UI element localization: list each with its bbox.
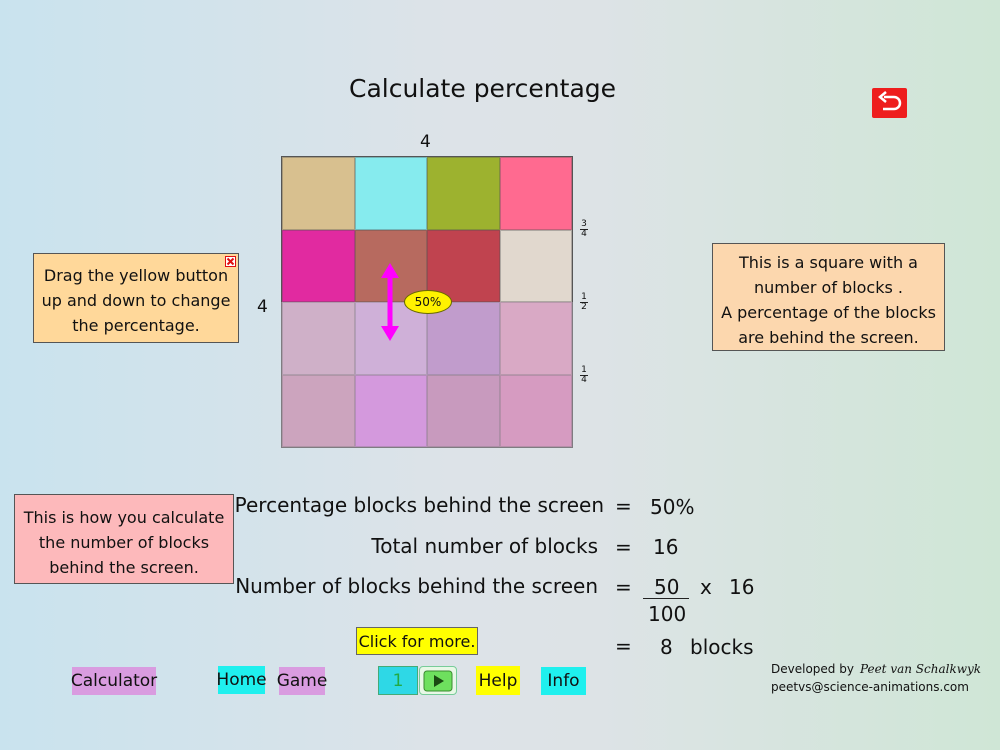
grid-block: [499, 302, 572, 375]
equals-sign: =: [615, 634, 632, 658]
fraction-numerator: 50: [654, 575, 680, 599]
grid-block: [282, 229, 355, 302]
fraction-denominator: 100: [648, 602, 687, 626]
blocks-behind-label: Number of blocks behind the screen: [235, 574, 598, 598]
multiplier-value: 16: [729, 575, 755, 599]
grid-block: [499, 374, 572, 447]
home-button[interactable]: Home: [216, 666, 267, 694]
grid-block: [282, 302, 355, 375]
fraction-bar: [643, 598, 689, 599]
equals-sign: =: [615, 575, 632, 599]
credit-line: Developed by Peet van Schalkwyk: [771, 662, 981, 676]
close-icon[interactable]: [225, 256, 236, 267]
percentage-value: 50%: [650, 495, 695, 519]
grid-block: [499, 157, 572, 230]
equals-sign: =: [615, 535, 632, 559]
grid-block: [499, 229, 572, 302]
square-info-note: This is a square with a number of blocks…: [712, 243, 945, 351]
game-button[interactable]: Game: [277, 667, 327, 695]
result-unit: blocks: [690, 635, 754, 659]
grid-block: [427, 229, 500, 302]
page-number-box: 1: [378, 666, 418, 695]
grid-block: [427, 302, 500, 375]
grid-block: [282, 157, 355, 230]
drag-instruction-note: Drag the yellow button up and down to ch…: [33, 253, 239, 343]
percentage-label: Percentage blocks behind the screen: [234, 493, 604, 517]
equals-sign: =: [615, 494, 632, 518]
grid-columns-label: 4: [420, 132, 431, 152]
play-icon: [423, 670, 453, 691]
total-blocks-value: 16: [653, 535, 679, 559]
grid-block: [427, 374, 500, 447]
double-arrow-icon: [381, 263, 399, 341]
back-arrow-icon: [878, 91, 902, 111]
grid-rows-label: 4: [257, 297, 268, 317]
calculator-button[interactable]: Calculator: [71, 667, 157, 695]
calculation-info-note: This is how you calculate the number of …: [14, 494, 234, 584]
total-blocks-label: Total number of blocks: [371, 534, 598, 558]
back-button[interactable]: [872, 88, 907, 118]
page-title: Calculate percentage: [348, 74, 617, 103]
result-value: 8: [660, 635, 673, 659]
play-button[interactable]: [419, 666, 457, 695]
developed-by-label: Developed by: [771, 662, 854, 676]
info-button[interactable]: Info: [541, 667, 586, 695]
help-button[interactable]: Help: [476, 666, 520, 695]
author-name: Peet van Schalkwyk: [859, 662, 982, 676]
percentage-handle[interactable]: 50%: [404, 290, 452, 314]
author-email: peetvs@science-animations.com: [771, 680, 969, 694]
grid-block: [354, 157, 427, 230]
grid-block: [354, 374, 427, 447]
grid-block: [282, 374, 355, 447]
click-for-more-button[interactable]: Click for more.: [356, 627, 478, 655]
times-sign: x: [700, 575, 712, 599]
grid-block: [427, 157, 500, 230]
